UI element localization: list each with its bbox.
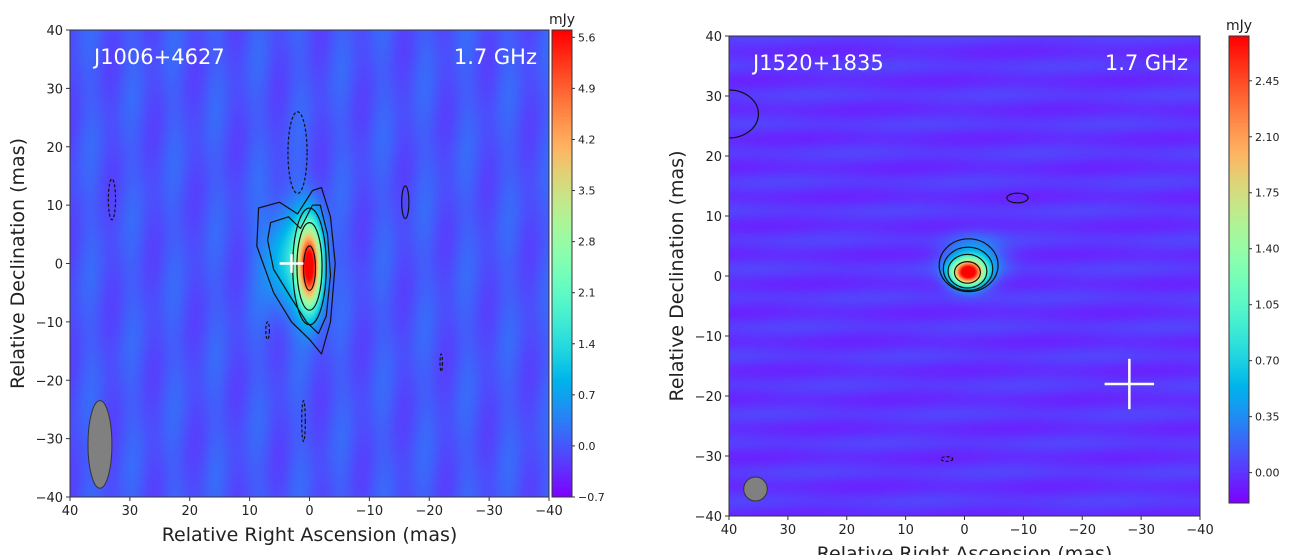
contour-line — [296, 222, 323, 311]
y-tick-label: −30 — [695, 450, 722, 465]
y-tick-label: 40 — [46, 24, 63, 39]
colorbar-tick-label: 1.75 — [1255, 187, 1280, 200]
colorbar — [552, 30, 572, 497]
colorbar-tick-label: 1.40 — [1255, 243, 1280, 256]
x-tick-label: −20 — [416, 504, 443, 519]
y-tick-label: −10 — [36, 316, 63, 331]
colorbar-tick-label: 0.7 — [578, 389, 596, 402]
colorbar-tick-label: 0.35 — [1255, 411, 1280, 424]
intensity-map — [729, 36, 1200, 516]
y-tick-label: −40 — [695, 510, 722, 525]
colorbar-tick-label: 0.00 — [1255, 467, 1280, 480]
x-tick-label: 20 — [838, 523, 855, 538]
negative-contour-line — [940, 456, 954, 463]
x-tick-label: −30 — [1127, 523, 1154, 538]
contour-line — [942, 246, 994, 291]
beam-ellipse — [87, 400, 113, 489]
contour-line — [938, 238, 999, 293]
colorbar-tick-label: 1.4 — [578, 338, 596, 351]
x-tick-label: −10 — [356, 504, 383, 519]
frequency-label: 1.7 GHz — [1105, 51, 1188, 75]
colorbar — [1229, 36, 1249, 503]
y-tick-label: 10 — [46, 199, 63, 214]
colorbar-unit: mJy — [549, 12, 575, 28]
x-axis-label: Relative Right Ascension (mas) — [817, 543, 1113, 555]
y-tick-label: −40 — [36, 491, 63, 506]
colorbar-tick-label: 2.10 — [1255, 131, 1280, 144]
frequency-label: 1.7 GHz — [454, 45, 537, 69]
negative-contour-line — [287, 111, 308, 195]
x-tick-label: −40 — [1186, 523, 1213, 538]
contour-line — [1006, 192, 1029, 204]
x-tick-label: −10 — [1010, 523, 1037, 538]
y-axis-label: Relative Declination (mas) — [666, 151, 688, 402]
negative-contour-line — [107, 178, 117, 221]
colorbar-tick-label: 2.8 — [578, 236, 596, 249]
colorbar-tick-label: 4.2 — [578, 133, 596, 146]
colorbar-unit: mJy — [1226, 18, 1252, 34]
contour-line — [302, 245, 317, 291]
contour-line — [947, 253, 988, 289]
x-tick-label: 30 — [780, 523, 797, 538]
y-tick-label: 40 — [705, 30, 722, 45]
y-tick-label: 0 — [55, 258, 63, 273]
colorbar-tick-label: 4.9 — [578, 82, 596, 95]
x-tick-label: −20 — [1069, 523, 1096, 538]
contour-line — [267, 204, 332, 335]
x-tick-label: −30 — [475, 504, 502, 519]
x-tick-label: 10 — [897, 523, 914, 538]
x-tick-label: 30 — [122, 504, 139, 519]
y-tick-label: 20 — [705, 150, 722, 165]
negative-contour-line — [265, 321, 270, 340]
source-label: J1006+4627 — [92, 45, 225, 69]
y-tick-label: −20 — [36, 374, 63, 389]
y-tick-label: −20 — [695, 390, 722, 405]
y-tick-label: 20 — [46, 141, 63, 156]
colorbar-frame — [1228, 35, 1250, 504]
y-tick-label: 10 — [705, 210, 722, 225]
plot-frame — [728, 35, 1201, 517]
colorbar-tick-label: 2.45 — [1255, 75, 1280, 88]
x-tick-label: 20 — [181, 504, 198, 519]
x-tick-label: 0 — [305, 504, 313, 519]
colorbar-tick-label: 2.1 — [578, 287, 596, 300]
x-tick-label: 10 — [241, 504, 258, 519]
source-label: J1520+1835 — [751, 51, 884, 75]
contour-line — [729, 89, 760, 139]
negative-contour-line — [439, 353, 444, 373]
colorbar-tick-label: −0.7 — [578, 491, 605, 504]
x-tick-label: 40 — [721, 523, 738, 538]
colorbar-frame — [551, 29, 573, 498]
y-tick-label: 30 — [46, 82, 63, 97]
negative-contour-line — [301, 400, 306, 443]
y-tick-label: −30 — [36, 433, 63, 448]
y-tick-label: −10 — [695, 330, 722, 345]
x-tick-label: 0 — [960, 523, 968, 538]
colorbar-tick-label: 5.6 — [578, 31, 596, 44]
colorbar-tick-label: 1.05 — [1255, 299, 1280, 312]
contour-line — [401, 185, 410, 220]
beam-ellipse — [743, 476, 768, 502]
contour-line — [256, 187, 336, 355]
intensity-map — [70, 30, 549, 497]
x-tick-label: −40 — [535, 504, 562, 519]
contour-line — [953, 261, 981, 284]
x-tick-label: 40 — [62, 504, 79, 519]
contour-layer — [87, 111, 444, 489]
x-axis-label: Relative Right Ascension (mas) — [162, 524, 458, 546]
y-tick-label: 0 — [714, 270, 722, 285]
contour-layer — [729, 89, 1155, 502]
y-axis-label: Relative Declination (mas) — [7, 138, 29, 389]
colorbar-tick-label: 0.70 — [1255, 355, 1280, 368]
y-tick-label: 30 — [705, 90, 722, 105]
colorbar-tick-label: 0.0 — [578, 440, 596, 453]
colorbar-tick-label: 3.5 — [578, 185, 596, 198]
